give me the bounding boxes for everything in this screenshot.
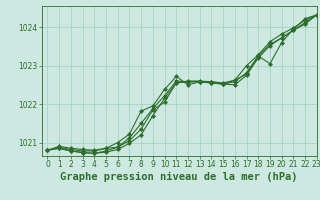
X-axis label: Graphe pression niveau de la mer (hPa): Graphe pression niveau de la mer (hPa): [60, 172, 298, 182]
